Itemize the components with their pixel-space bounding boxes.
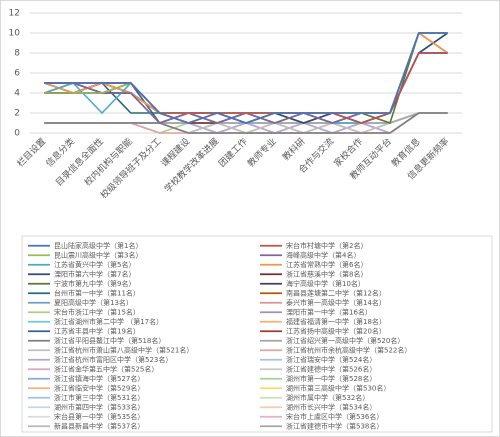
legend-label: 昆山震川高级中学（第3名） [54, 250, 142, 259]
legend-label: 浙江省杭州市萧山第八高级中学（第521名） [54, 345, 193, 354]
legend-label: 江苏省常熟中学（第6名） [286, 260, 367, 269]
y-tick-label: 6 [14, 69, 20, 79]
series-line [44, 112, 448, 134]
y-tick-label: 2 [14, 109, 20, 119]
legend-label: 浙江省慈溪中学（第8名） [286, 269, 367, 278]
series-line [44, 32, 448, 124]
legend-label: 宋台市浙江中学（第15名） [54, 307, 140, 316]
legend-label: 宁波市第九中学（第9名） [54, 279, 135, 288]
legend-label: 江苏省黄兴中学（第5名） [54, 260, 135, 269]
legend-label: 夏阳高级中学（第13名） [54, 298, 133, 307]
y-tick-label: 4 [14, 89, 20, 99]
legend-label: 浙江省杭州市富阳区中学（第523名） [54, 355, 172, 364]
legend-label: 溧阳市第六中学（第7名） [54, 269, 135, 278]
legend-label: 南昌县莲塘第二中学（第12名） [286, 288, 386, 297]
legend-label: 浙江省绍兴第一高级中学（第520名） [286, 336, 404, 345]
legend-label: 浙江省杭州市余杭高级中学（第522名） [286, 345, 411, 354]
legend-label: 浙江市第三中学（第531名） [54, 393, 144, 402]
legend-label: 浙江省建德中学（第526名） [286, 364, 376, 373]
y-tick-label: 0 [14, 129, 20, 139]
legend-label: 浙江省瑞安中学（第524名） [286, 355, 376, 364]
legend-label: 宋台市村塘中学（第2名） [286, 241, 367, 250]
legend-label: 湖州市长兴中学（第534名） [286, 402, 376, 411]
legend-label: 浙江省平阳县鳌江中学（第518名） [54, 336, 165, 345]
legend-label: 福建省福清第一中学（第18名） [286, 317, 386, 326]
legend-label: 海宁高级中学（第10名） [286, 279, 365, 288]
legend-label: 昆山陆家高级中学（第1名） [54, 241, 142, 250]
y-tick-label: 10 [9, 29, 21, 39]
legend-label: 湖州市属中学（第532名） [286, 393, 369, 402]
legend-label: 浙江省镇海中学（第527名） [54, 374, 144, 383]
legend-label: 浙江省建德市中学（第538名） [286, 421, 383, 430]
legend-label: 湖州市第三高级中学（第530名） [286, 383, 390, 392]
legend-label: 海峰高级中学（第4名） [286, 250, 360, 259]
legend-label: 湖州市第一中学（第528名） [286, 374, 376, 383]
legend-label: 台州市第一中学（第11名） [54, 288, 140, 297]
y-tick-label: 8 [14, 49, 20, 59]
legend-label: 新昌县新昌中学（第537名） [54, 421, 144, 430]
legend-label: 江苏省扬中高级中学（第20名） [286, 326, 386, 335]
legend-label: 宋台市上虞区中学（第536名） [286, 412, 383, 421]
legend-label: 江苏省丰县中学（第19名） [54, 326, 140, 335]
legend-label: 浙江省湖州市第二中学 （第17名） [54, 317, 163, 326]
legend-label: 溧阳市第一中学（第16名） [286, 307, 372, 316]
legend-box [21, 235, 493, 433]
y-tick-label: 12 [9, 9, 20, 19]
legend-label: 湖州市第四中学（第533名） [54, 402, 144, 411]
legend-label: 浙江省临安中学（第529名） [54, 383, 144, 392]
legend-label: 宋台县第一中学（第535名） [54, 412, 144, 421]
legend-label: 泰兴市第一高级中学（第14名） [286, 298, 386, 307]
legend-label: 浙江省金华第五中学（第525名） [54, 364, 158, 373]
